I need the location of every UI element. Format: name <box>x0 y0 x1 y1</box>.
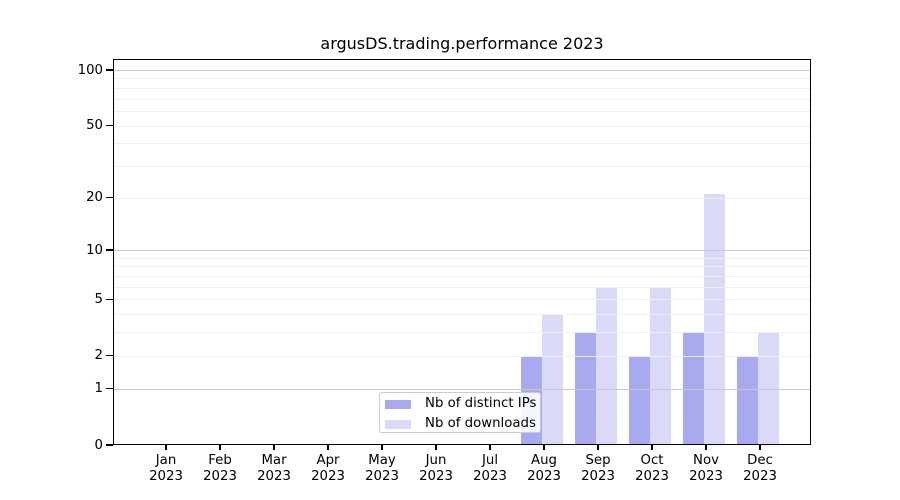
x-tick-label-aug: Aug 2023 <box>527 453 561 484</box>
y-tick-2 <box>106 354 113 357</box>
x-tick-sep <box>597 445 599 450</box>
gridline-major-100 <box>113 70 811 71</box>
x-tick-may <box>381 445 383 450</box>
plot-area <box>113 59 811 445</box>
x-tick-mar <box>273 445 275 450</box>
legend-swatch-distinct-ips <box>385 399 411 409</box>
y-tick-50 <box>106 124 113 127</box>
x-tick-nov <box>705 445 707 450</box>
x-tick-label-sep: Sep 2023 <box>581 453 615 484</box>
x-tick-apr <box>327 445 329 450</box>
y-tick-label-2: 2 <box>94 348 103 364</box>
y-tick-10 <box>106 249 113 251</box>
gridline-minor-90 <box>113 78 811 80</box>
x-tick-label-feb: Feb 2023 <box>203 453 237 484</box>
y-tick-5 <box>106 298 113 301</box>
bar-distinct-ips-sep <box>575 332 596 445</box>
x-tick-oct <box>651 445 653 450</box>
x-tick-aug <box>543 445 545 450</box>
x-tick-dec <box>759 445 761 450</box>
x-tick-label-jan: Jan 2023 <box>149 453 183 484</box>
x-tick-label-mar: Mar 2023 <box>257 453 291 484</box>
y-tick-label-10: 10 <box>86 242 103 258</box>
x-tick-label-nov: Nov 2023 <box>689 453 723 484</box>
legend-item-downloads: Nb of downloads <box>385 414 540 434</box>
y-tick-100 <box>106 69 113 71</box>
bar-distinct-ips-oct <box>629 355 650 445</box>
gridline-minor-60 <box>113 110 811 112</box>
gridline-minor-70 <box>113 98 811 100</box>
bar-distinct-ips-dec <box>737 355 758 445</box>
bar-downloads-oct <box>650 286 671 445</box>
x-tick-label-dec: Dec 2023 <box>743 453 777 484</box>
x-tick-label-jul: Jul 2023 <box>473 453 507 484</box>
x-tick-label-may: May 2023 <box>365 453 399 484</box>
legend-item-distinct-ips: Nb of distinct IPs <box>385 394 540 414</box>
bar-downloads-sep <box>596 286 617 445</box>
y-tick-label-5: 5 <box>94 291 103 307</box>
legend: Nb of distinct IPs Nb of downloads <box>379 392 541 433</box>
bar-downloads-aug <box>542 314 563 445</box>
y-tick-1 <box>106 387 113 390</box>
gridline-minor-50 <box>113 125 811 127</box>
x-tick-label-apr: Apr 2023 <box>311 453 345 484</box>
bar-downloads-dec <box>758 332 779 445</box>
legend-label-distinct-ips: Nb of distinct IPs <box>425 396 537 411</box>
x-tick-label-jun: Jun 2023 <box>419 453 453 484</box>
x-tick-label-oct: Oct 2023 <box>635 453 669 484</box>
y-tick-label-100: 100 <box>77 62 103 78</box>
y-tick-label-0: 0 <box>94 437 103 453</box>
y-tick-label-50: 50 <box>86 118 103 134</box>
bar-distinct-ips-nov <box>683 332 704 445</box>
x-tick-jun <box>435 445 437 450</box>
y-tick-20 <box>106 196 113 199</box>
y-tick-0 <box>106 444 113 446</box>
x-tick-feb <box>219 445 221 450</box>
gridline-minor-30 <box>113 165 811 167</box>
chart-title: argusDS.trading.performance 2023 <box>320 34 604 53</box>
gridline-minor-40 <box>113 143 811 145</box>
gridline-minor-80 <box>113 87 811 89</box>
y-tick-label-20: 20 <box>86 190 103 206</box>
x-tick-jul <box>489 445 491 450</box>
y-tick-label-1: 1 <box>94 381 103 397</box>
x-tick-jan <box>165 445 167 450</box>
legend-label-downloads: Nb of downloads <box>425 416 536 431</box>
bar-downloads-nov <box>704 193 725 445</box>
legend-swatch-downloads <box>385 419 411 429</box>
